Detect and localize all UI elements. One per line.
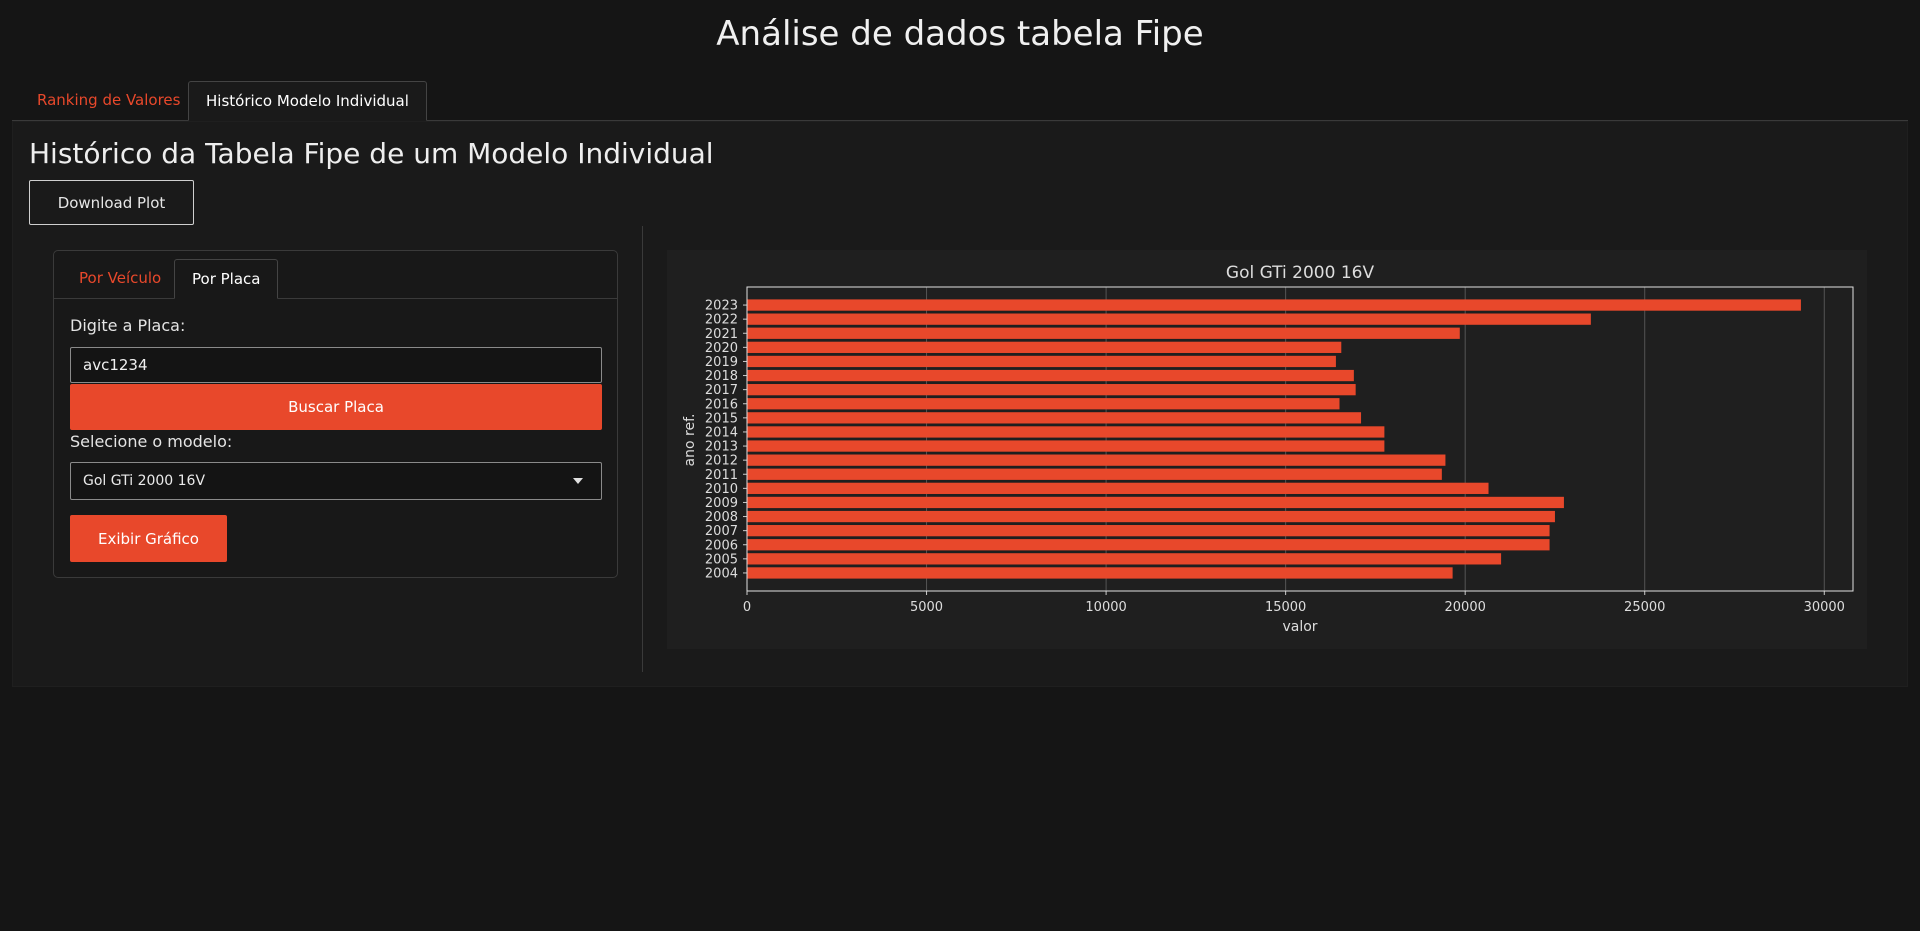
x-tick-label: 20000 <box>1445 600 1486 615</box>
y-tick-label: 2007 <box>705 524 738 539</box>
bar <box>747 355 1336 368</box>
bar <box>747 482 1489 494</box>
top-tab-bar: Ranking de Valores Histórico Modelo Indi… <box>12 80 1908 121</box>
chevron-down-icon <box>573 478 583 484</box>
model-label: Selecione o modelo: <box>70 432 233 451</box>
tab-por-placa[interactable]: Por Placa <box>174 259 279 299</box>
section-title: Histórico da Tabela Fipe de um Modelo In… <box>29 137 714 170</box>
y-tick-label: 2006 <box>705 538 738 553</box>
bar <box>747 327 1460 339</box>
y-tick-label: 2014 <box>705 425 738 440</box>
y-tick-label: 2012 <box>705 454 738 469</box>
plate-input[interactable] <box>70 347 602 383</box>
search-plate-button[interactable]: Buscar Placa <box>70 384 602 430</box>
app-title: Análise de dados tabela Fipe <box>716 14 1204 54</box>
bar <box>747 313 1591 325</box>
plot-frame <box>746 286 1854 592</box>
y-tick-label: 2004 <box>705 566 738 581</box>
x-tick-label: 0 <box>743 600 751 615</box>
download-plot-button[interactable]: Download Plot <box>29 180 194 225</box>
y-tick-label: 2022 <box>705 313 738 328</box>
bar <box>747 299 1801 311</box>
bar <box>747 553 1502 565</box>
bar <box>747 539 1550 551</box>
sidebar-tab-bar: Por Veículo Por Placa <box>54 259 617 299</box>
tab-ranking-de-valores[interactable]: Ranking de Valores <box>37 91 181 109</box>
model-select-value: Gol GTi 2000 16V <box>83 473 206 489</box>
bar <box>747 426 1385 438</box>
tab-por-veiculo[interactable]: Por Veículo <box>79 269 162 287</box>
bar-chart: Gol GTi 2000 16V valor ano ref. 0 5000 100… <box>682 263 1854 635</box>
bar <box>747 510 1555 523</box>
x-tick-label: 10000 <box>1085 600 1126 615</box>
bar <box>747 384 1356 396</box>
sidebar-panel: Por Veículo Por Placa Digite a Placa: Bu… <box>53 250 618 578</box>
bar <box>747 496 1564 509</box>
tab-historico-modelo-individual[interactable]: Histórico Modelo Individual <box>188 81 427 121</box>
x-tick-label: 15000 <box>1265 600 1306 615</box>
chart-panel: Gol GTi 2000 16V valor ano ref. 0 5000 100… <box>667 250 1867 649</box>
chart-x-axis-label: valor <box>1282 619 1317 635</box>
bar <box>747 567 1453 579</box>
x-tick-label: 5000 <box>910 600 943 615</box>
bar <box>747 454 1446 466</box>
x-tick-label: 25000 <box>1624 600 1665 615</box>
y-tick-label: 2020 <box>705 341 738 356</box>
y-tick-label: 2016 <box>705 397 738 412</box>
bar <box>747 468 1442 480</box>
y-tick-label: 2010 <box>705 482 738 497</box>
bar <box>747 412 1362 424</box>
x-tick-label: 30000 <box>1804 600 1845 615</box>
y-tick-label: 2005 <box>705 552 738 567</box>
y-tick-label: 2017 <box>705 383 738 398</box>
chart-title: Gol GTi 2000 16V <box>1226 263 1375 283</box>
y-tick-label: 2009 <box>705 496 738 511</box>
plate-label: Digite a Placa: <box>70 316 186 335</box>
model-select[interactable]: Gol GTi 2000 16V <box>70 462 602 500</box>
y-tick-label: 2011 <box>705 468 738 483</box>
y-tick-label: 2021 <box>705 327 738 342</box>
y-tick-label: 2018 <box>705 369 738 384</box>
bar <box>747 525 1550 537</box>
bar <box>747 440 1385 452</box>
chart-y-axis-label: ano ref. <box>682 414 698 467</box>
bar <box>747 398 1340 410</box>
y-tick-label: 2023 <box>705 299 738 314</box>
y-tick-label: 2008 <box>705 510 738 525</box>
column-divider <box>642 226 643 672</box>
y-tick-label: 2013 <box>705 440 738 455</box>
bar <box>747 341 1342 353</box>
y-tick-label: 2015 <box>705 411 738 426</box>
show-chart-button[interactable]: Exibir Gráfico <box>70 515 227 562</box>
bar <box>747 369 1354 382</box>
y-tick-label: 2019 <box>705 355 738 370</box>
